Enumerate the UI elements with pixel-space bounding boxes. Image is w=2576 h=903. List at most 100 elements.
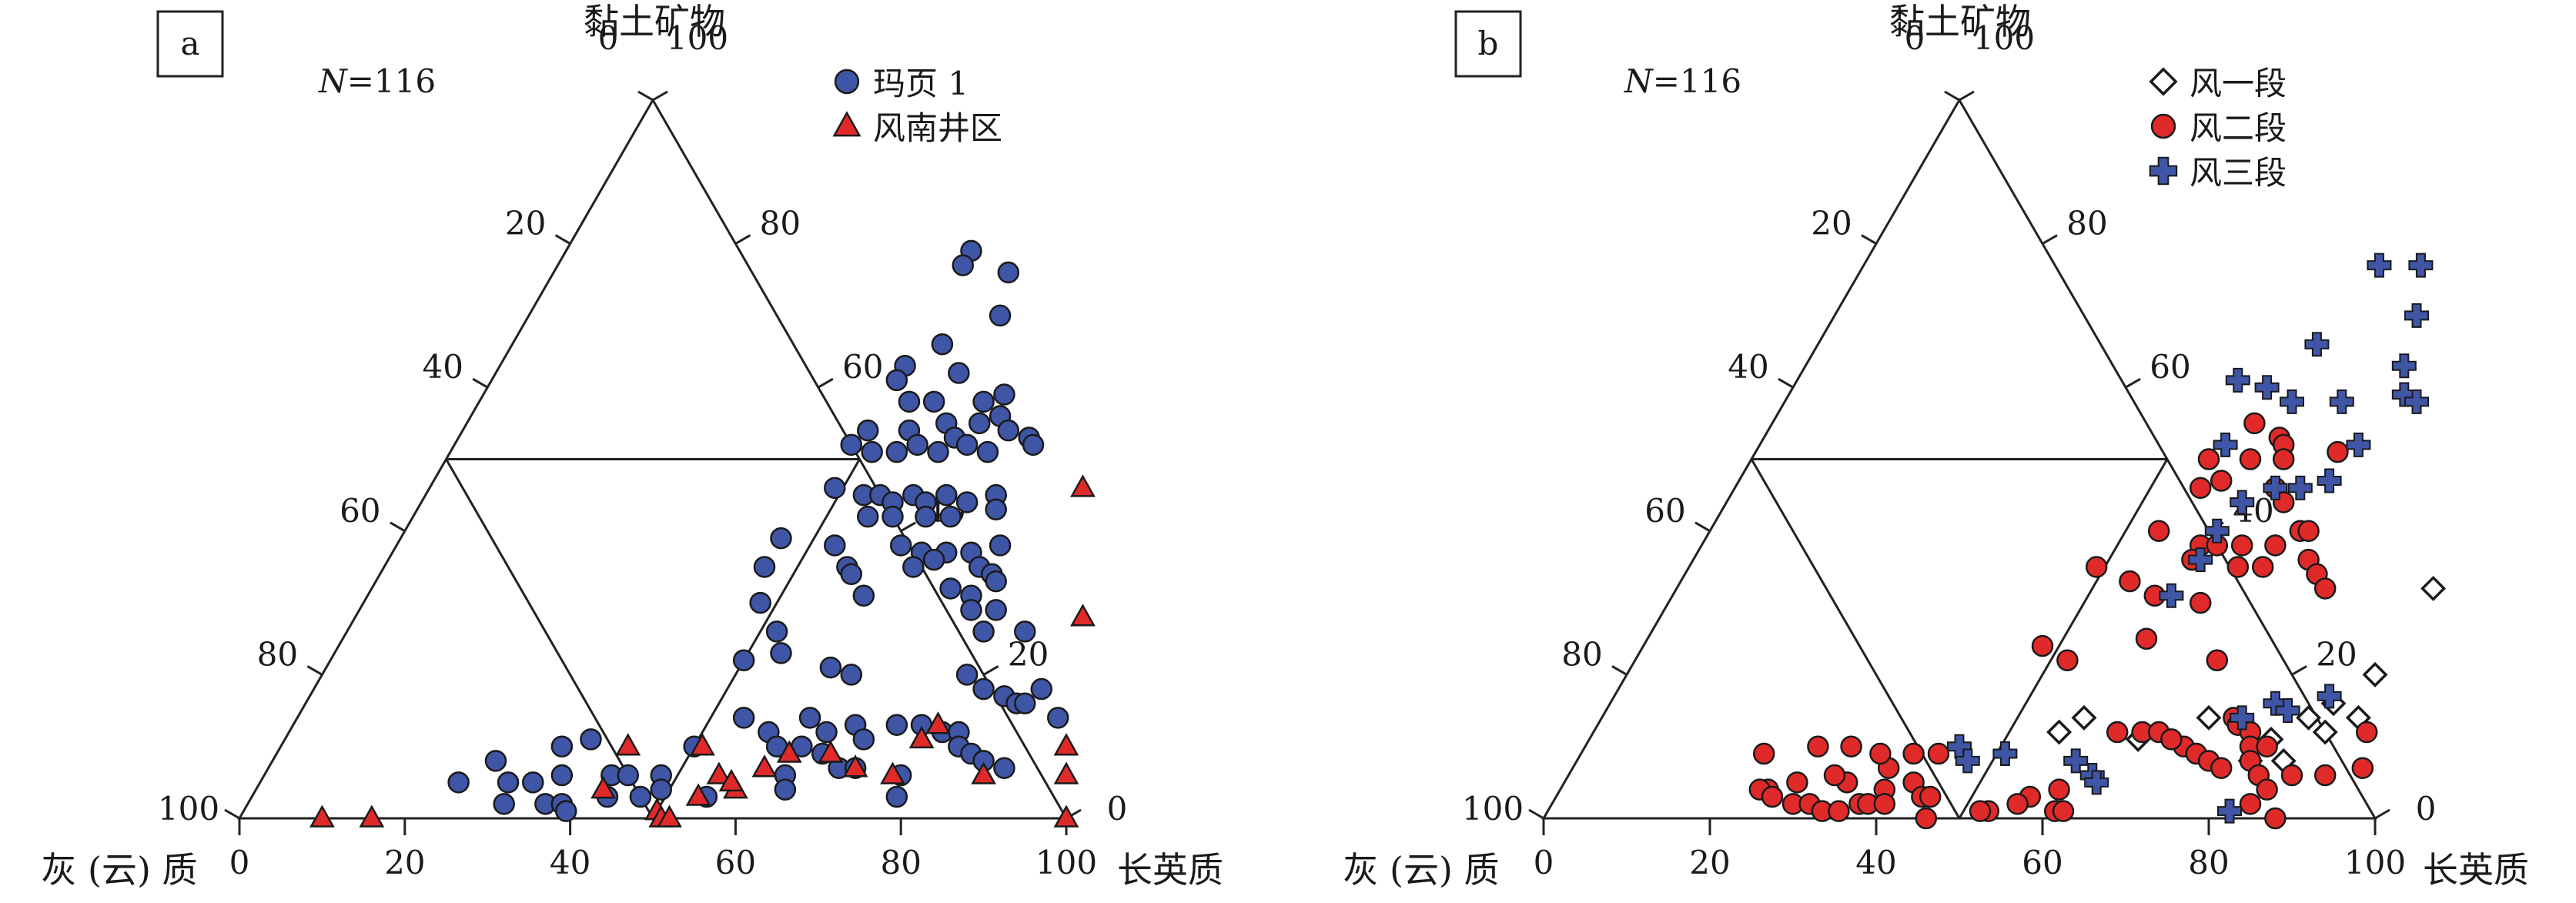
data-point	[939, 577, 962, 600]
data-point	[840, 563, 863, 586]
legend-entry: 风一段	[2149, 65, 2287, 102]
right-tick	[2374, 808, 2390, 820]
data-point	[931, 333, 954, 356]
data-point	[2006, 793, 2029, 815]
data-point	[955, 433, 979, 457]
right-tick	[2125, 377, 2141, 389]
panel-a-left-title: 灰 (云) 质	[41, 849, 197, 891]
data-point	[2230, 705, 2255, 731]
data-point	[522, 771, 544, 794]
data-point	[2391, 353, 2417, 379]
data-point	[989, 534, 1012, 557]
legend-label: 风一段	[2190, 65, 2287, 102]
data-point	[972, 390, 995, 413]
data-point	[902, 556, 925, 578]
data-point	[985, 570, 1007, 593]
legend-label: 风二段	[2190, 109, 2287, 147]
legend-marker	[2149, 67, 2178, 96]
data-point	[2251, 556, 2274, 578]
data-point	[922, 390, 945, 413]
data-point	[1807, 735, 1829, 758]
panel-b-ticks	[1528, 90, 2390, 835]
data-point	[885, 714, 908, 736]
data-point	[861, 440, 883, 463]
data-point	[2160, 728, 2183, 751]
left-tick-label: 20	[1811, 205, 1852, 242]
series-2	[309, 474, 1096, 828]
legend-label: 风南井区	[873, 109, 1002, 147]
data-point	[770, 527, 792, 550]
bottom-tick-label: 20	[384, 844, 425, 881]
data-point	[615, 733, 641, 756]
bottom-tick-label: 20	[1689, 844, 1730, 881]
data-point	[617, 764, 640, 787]
left-tick	[1778, 377, 1794, 389]
data-point	[1014, 692, 1036, 714]
data-point	[2362, 661, 2388, 687]
panel-a-apex-title: 黏土矿物	[584, 1, 725, 42]
data-point	[1752, 742, 1775, 765]
right-tick-label: 100	[1973, 19, 2035, 57]
data-point	[732, 649, 755, 671]
left-tick-label: 100	[158, 790, 219, 828]
left-tick-label: 40	[1728, 348, 1768, 386]
data-point	[2329, 389, 2354, 414]
data-point	[2210, 470, 2233, 492]
data-point	[493, 793, 515, 815]
right-tick	[900, 521, 917, 533]
bottom-tick-label: 100	[1035, 844, 1097, 881]
left-tick-label: 0	[1905, 19, 1925, 57]
data-point	[2056, 649, 2079, 671]
data-point	[2085, 556, 2108, 578]
data-point	[993, 383, 1015, 406]
panel-a-label: a	[180, 25, 199, 62]
data-point	[732, 707, 755, 729]
data-point	[2159, 583, 2184, 608]
right-tick	[818, 377, 834, 389]
data-point	[1761, 785, 1784, 808]
data-point	[2189, 477, 2212, 500]
data-point	[2317, 684, 2342, 709]
data-point	[2189, 591, 2212, 614]
data-point	[629, 785, 652, 808]
data-point	[818, 740, 844, 763]
data-point	[1823, 764, 1846, 787]
data-point	[997, 419, 1020, 442]
data-point	[2188, 547, 2213, 573]
bottom-tick-label: 100	[2344, 844, 2406, 881]
legend-marker	[834, 69, 860, 95]
left-tick-label: 60	[340, 492, 380, 530]
data-point	[2106, 721, 2129, 744]
data-point	[1047, 707, 1069, 729]
right-tick	[734, 234, 751, 245]
data-point	[1840, 735, 1862, 758]
data-point	[590, 776, 616, 799]
data-point	[1014, 620, 1036, 643]
data-point	[915, 505, 937, 528]
data-point	[774, 778, 797, 801]
data-point	[985, 498, 1007, 521]
data-point	[840, 664, 863, 686]
panel-b-n-italic: N	[1624, 62, 1654, 100]
data-point	[2304, 332, 2330, 357]
legend-label: 风三段	[2190, 154, 2287, 192]
data-point	[906, 433, 928, 457]
data-point	[2084, 770, 2109, 795]
left-tick	[1944, 90, 1960, 102]
data-point	[948, 362, 970, 384]
left-tick-label: 0	[598, 19, 619, 57]
data-point	[1992, 741, 2018, 767]
data-point	[2287, 475, 2313, 500]
right-tick-label: 20	[2316, 635, 2357, 673]
data-point	[2346, 432, 2371, 457]
data-point	[550, 735, 574, 758]
data-point	[580, 728, 602, 751]
inner-left-line	[445, 458, 654, 819]
data-point	[2367, 253, 2392, 278]
inner-left-line	[1750, 458, 1961, 819]
panel-b-points	[1748, 253, 2447, 830]
data-point	[1919, 785, 1942, 808]
data-point	[1969, 800, 1992, 822]
left-tick-label: 40	[422, 348, 463, 386]
